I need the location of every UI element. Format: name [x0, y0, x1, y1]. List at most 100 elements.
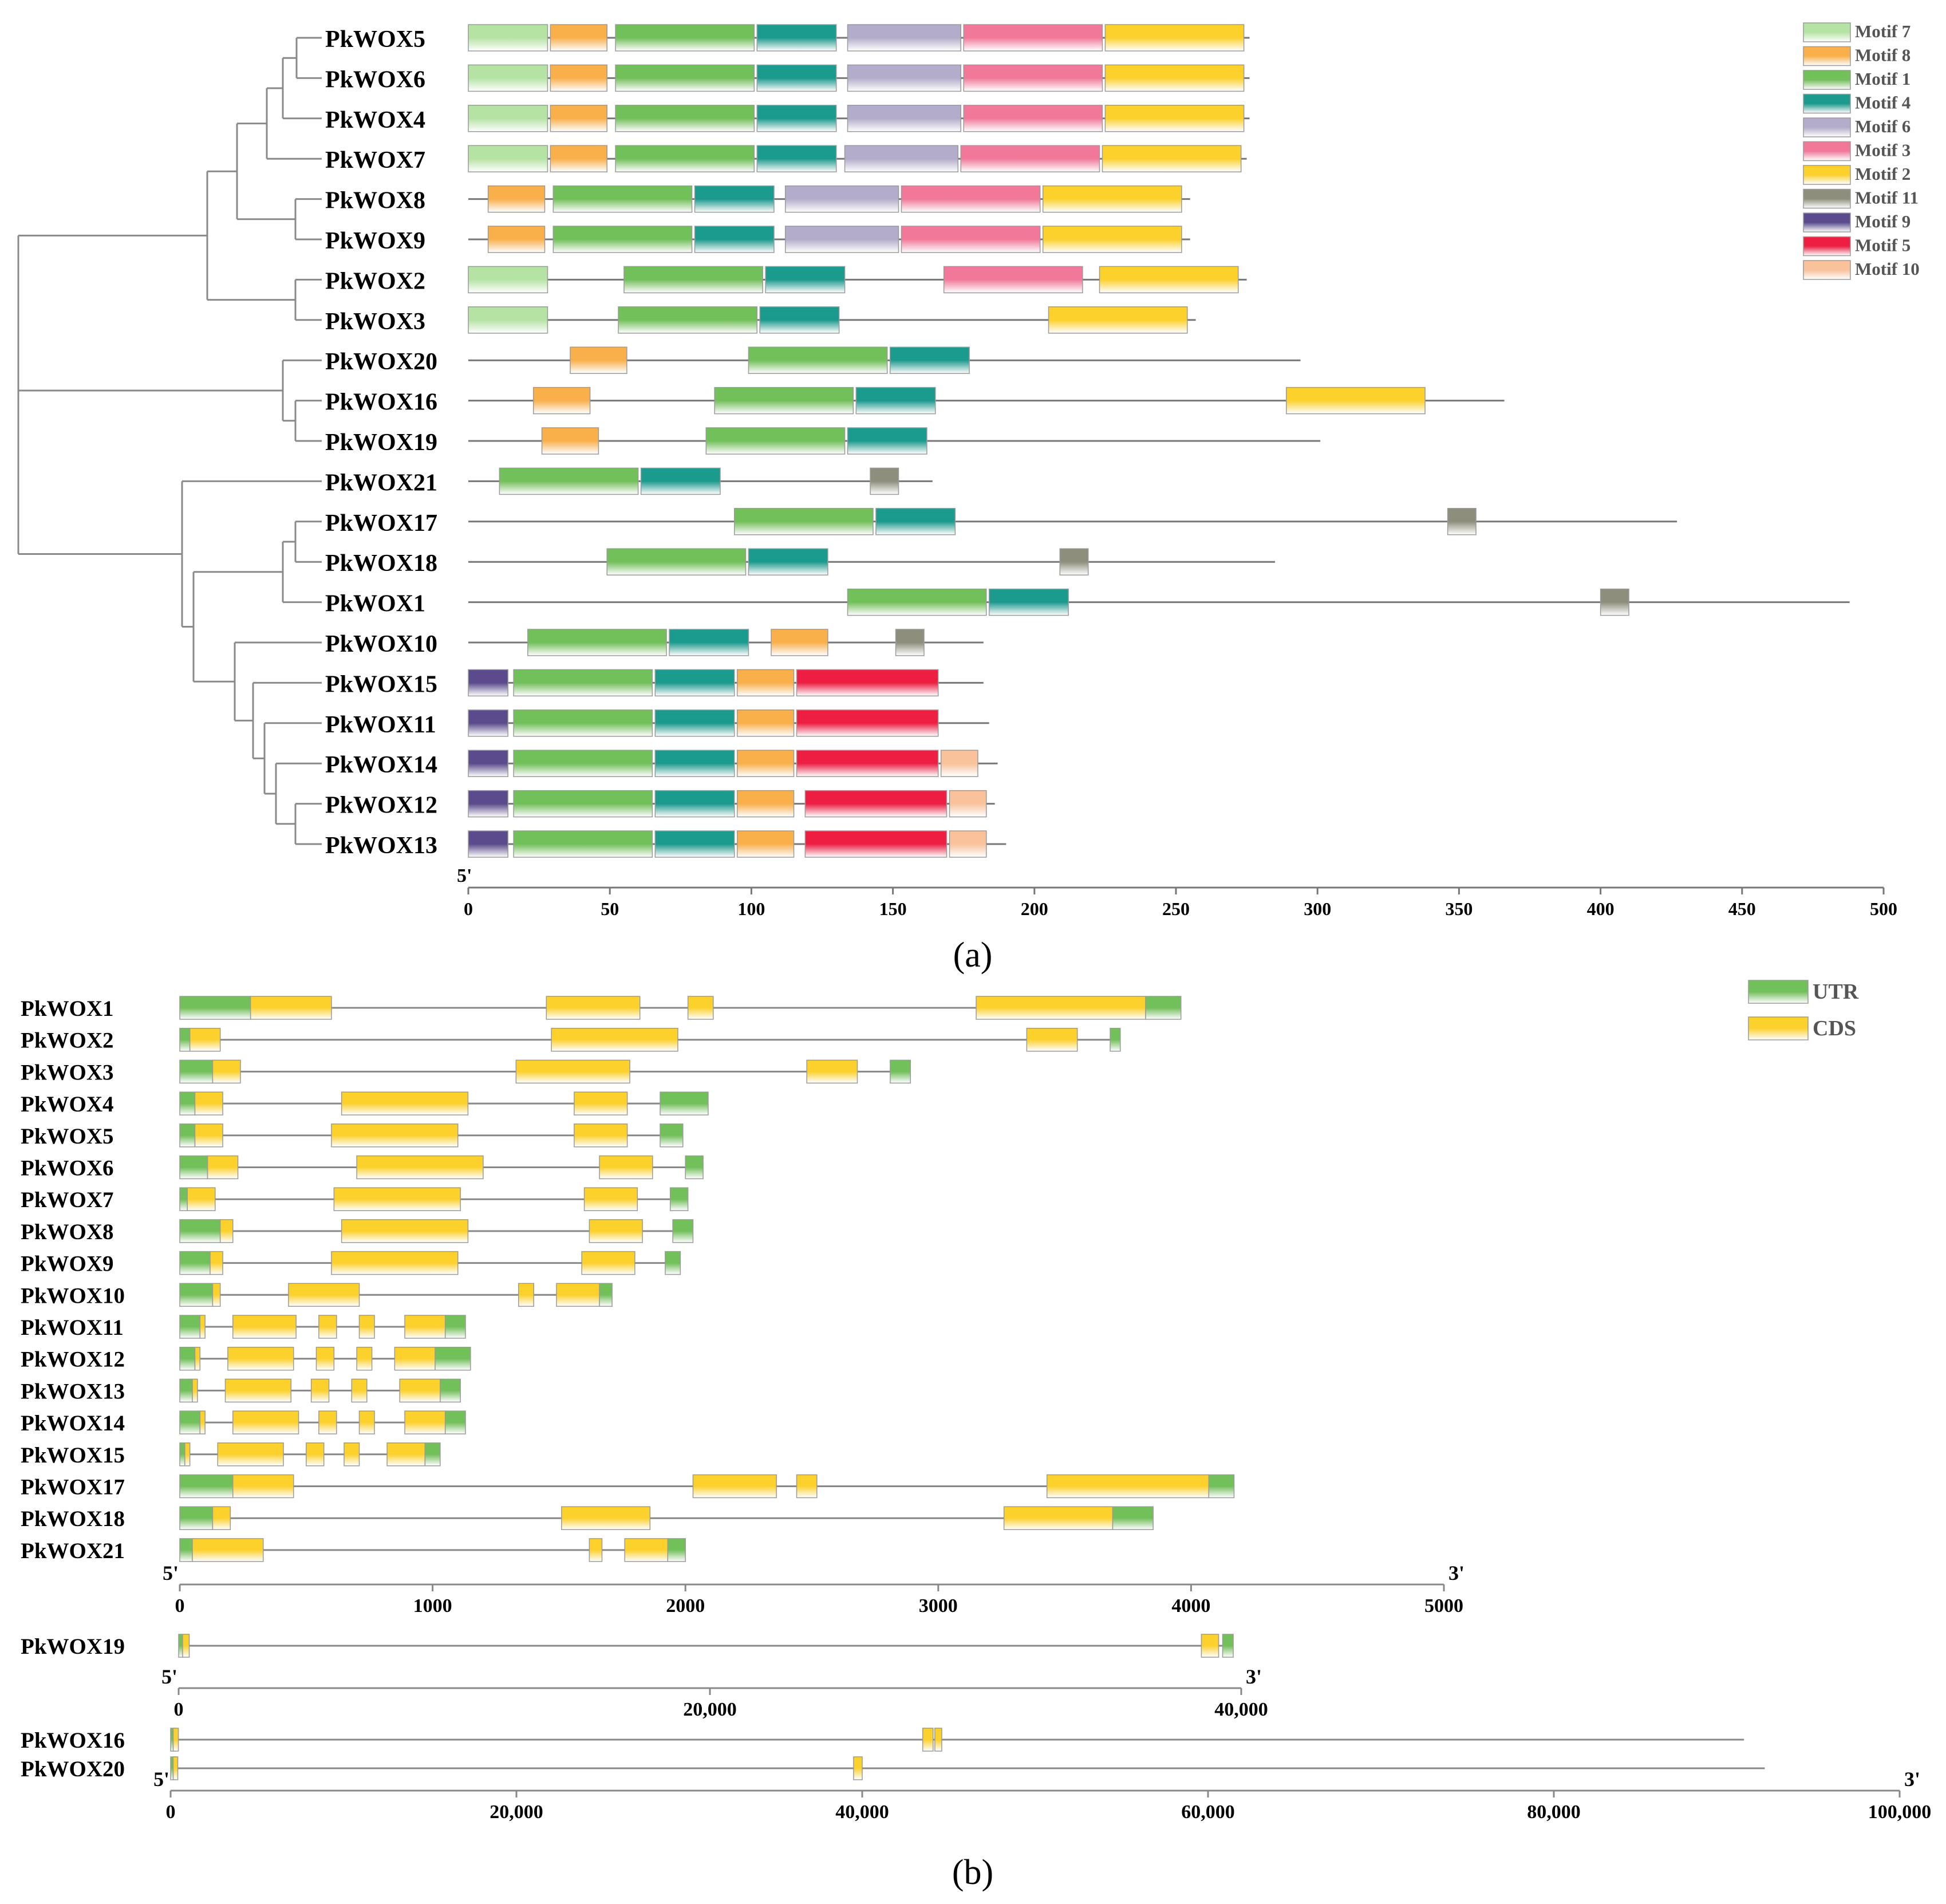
utr-box — [599, 1283, 613, 1307]
cds-box — [194, 1346, 201, 1371]
gene-structure-row-pkwox12: PkWOX12 — [21, 1346, 471, 1372]
motif-box-motif-2 — [1104, 64, 1245, 92]
gene-label: PkWOX2 — [325, 268, 425, 294]
gene-row-pkwox21: PkWOX21 — [325, 467, 933, 496]
motif-box-motif-4 — [694, 185, 775, 213]
gene-length-axis-1: 5' 3' 0 1000 2000 3000 4000 5000 — [163, 1562, 1465, 1617]
motif-box-motif-5 — [804, 790, 948, 818]
motif-box-motif-4 — [847, 427, 927, 455]
motif-box-motif-1 — [705, 427, 846, 455]
cds-box — [232, 1315, 297, 1339]
legend-label: Motif 7 — [1855, 21, 1911, 41]
gene-structure-row-pkwox9: PkWOX9 — [21, 1251, 681, 1276]
utr-box — [665, 1251, 681, 1275]
motif-box-motif-8 — [550, 105, 608, 132]
motif-box-motif-8 — [736, 790, 795, 818]
legend-item-motif-1: Motif 1 — [1803, 69, 1911, 90]
cds-box — [199, 1410, 206, 1434]
legend-item-cds: CDS — [1748, 1016, 1856, 1040]
legend-swatch — [1803, 22, 1851, 42]
legend-item-motif-2: Motif 2 — [1803, 164, 1911, 185]
motif-box-motif-2 — [1042, 185, 1182, 213]
utr-cds-legend: UTR CDS — [1748, 980, 1859, 1040]
motif-box-motif-8 — [550, 24, 608, 52]
motif-legend: Motif 7 Motif 8 Motif 1 Motif 4 Motif 6 Motif… — [1803, 21, 1920, 280]
utr-box — [669, 1187, 689, 1211]
motif-box-motif-2 — [1042, 226, 1182, 253]
cds-box — [224, 1378, 292, 1403]
cds-box — [306, 1442, 325, 1467]
gene-label: PkWOX15 — [325, 671, 437, 697]
motif-box-motif-2 — [1286, 387, 1426, 415]
motif-box-motif-4 — [694, 226, 775, 253]
legend-label: UTR — [1813, 980, 1859, 1004]
motif-box-motif-3 — [963, 24, 1103, 52]
cds-box — [574, 1091, 628, 1115]
legend-swatch — [1803, 165, 1851, 185]
utr-box — [179, 1410, 201, 1434]
gene-structure-row-pkwox7: PkWOX7 — [21, 1187, 689, 1212]
utr-box — [179, 1251, 211, 1275]
gene-label: PkWOX19 — [325, 429, 437, 456]
legend-item-motif-7: Motif 7 — [1803, 21, 1911, 42]
cds-box — [212, 1283, 221, 1307]
motif-box-motif-1 — [513, 709, 653, 737]
cds-box — [561, 1506, 651, 1530]
utr-box — [179, 1219, 221, 1243]
axis-tick-label: 500 — [1870, 898, 1897, 919]
gene-row-pkwox5: PkWOX5 — [325, 24, 1250, 53]
axis-tick-label: 400 — [1587, 898, 1615, 919]
utr-box — [660, 1124, 684, 1148]
cds-box — [331, 1124, 459, 1148]
gene-label: PkWOX5 — [21, 1124, 114, 1149]
cds-box — [518, 1283, 534, 1307]
motif-box-motif-11 — [870, 467, 899, 495]
gene-label: PkWOX15 — [21, 1443, 125, 1468]
motif-box-motif-3 — [960, 145, 1100, 172]
cds-box — [546, 996, 641, 1020]
motif-box-motif-3 — [963, 105, 1103, 132]
cds-box — [515, 1059, 630, 1084]
axis-tick-label: 150 — [879, 898, 907, 919]
cds-box — [172, 1756, 179, 1780]
motif-box-motif-11 — [1447, 508, 1477, 535]
motif-box-motif-1 — [847, 588, 987, 616]
cds-box — [318, 1410, 337, 1434]
legend-label: Motif 8 — [1855, 45, 1911, 65]
motif-box-motif-9 — [468, 750, 508, 777]
utr-box — [179, 1506, 214, 1530]
utr-box — [179, 1283, 214, 1307]
gene-label: PkWOX10 — [21, 1283, 125, 1308]
utr-box — [179, 1378, 193, 1403]
axis-tick-label: 1000 — [413, 1595, 452, 1617]
gene-row-pkwox12: PkWOX12 — [325, 790, 995, 819]
motif-box-motif-3 — [901, 185, 1041, 213]
motif-box-motif-8 — [532, 387, 591, 415]
cds-box — [404, 1315, 446, 1339]
cds-box — [1046, 1474, 1210, 1499]
motif-box-motif-11 — [1600, 588, 1629, 616]
cds-box — [192, 1538, 264, 1562]
cds-box — [232, 1410, 299, 1434]
utr-box — [1112, 1506, 1154, 1530]
cds-box — [853, 1756, 863, 1780]
cds-box — [351, 1378, 368, 1403]
utr-box — [444, 1410, 466, 1434]
motif-box-motif-1 — [606, 548, 747, 575]
axis-5prime-label: 5' — [161, 1665, 177, 1688]
cds-box — [589, 1538, 603, 1562]
gene-label: PkWOX1 — [325, 591, 425, 617]
utr-box — [179, 1474, 234, 1499]
motif-box-motif-1 — [513, 669, 653, 697]
gene-label: PkWOX12 — [21, 1347, 125, 1372]
axis-tick-label: 100,000 — [1868, 1801, 1932, 1823]
utr-box — [424, 1442, 441, 1467]
gene-structure-row-pkwox17: PkWOX17 — [21, 1474, 1235, 1500]
legend-item-motif-11: Motif 11 — [1803, 188, 1919, 209]
legend-label: Motif 1 — [1855, 69, 1911, 89]
axis-5prime-label: 5' — [153, 1768, 169, 1791]
axis-tick-label: 450 — [1728, 898, 1756, 919]
panel-a-label: (a) — [953, 936, 993, 975]
cds-box — [583, 1187, 638, 1211]
